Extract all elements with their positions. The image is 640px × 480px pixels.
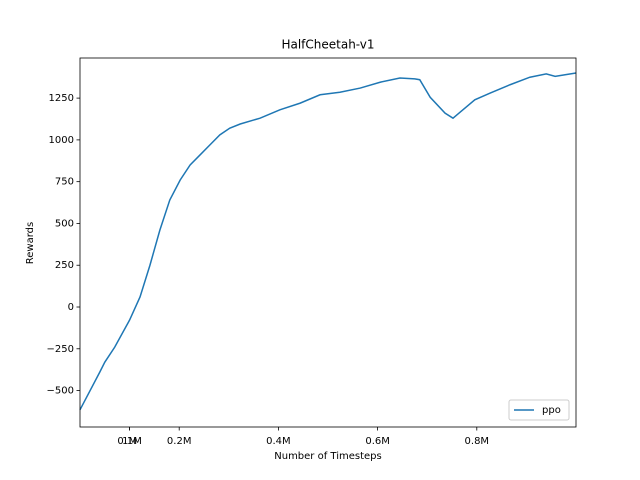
y-tick-label: 750 — [55, 177, 74, 188]
chart-title: HalfCheetah-v1 — [281, 38, 374, 52]
x-axis-label: Number of Timesteps — [274, 451, 381, 462]
y-tick-label: 250 — [55, 260, 74, 271]
x-tick-label: 0.4M — [266, 436, 291, 447]
legend-box — [508, 399, 570, 421]
y-tick-label: −250 — [47, 344, 74, 355]
x-tick-label: 1M — [122, 436, 137, 447]
y-tick-label: 500 — [55, 218, 74, 229]
x-tick-label: 0.2M — [167, 436, 192, 447]
x-tick-label: 0.8M — [465, 436, 490, 447]
x-tick-label: 0.6M — [365, 436, 390, 447]
legend-label: ppo — [542, 405, 561, 416]
y-tick-label: 1250 — [49, 93, 74, 104]
y-tick-label: −500 — [47, 386, 74, 397]
y-tick-label: 1000 — [49, 135, 74, 146]
plot-frame — [79, 57, 577, 428]
line-series — [79, 72, 577, 411]
y-tick-label: 0 — [68, 302, 74, 313]
x-tick-label: 0.1M — [117, 436, 142, 447]
y-axis-label: Rewards — [25, 222, 36, 264]
